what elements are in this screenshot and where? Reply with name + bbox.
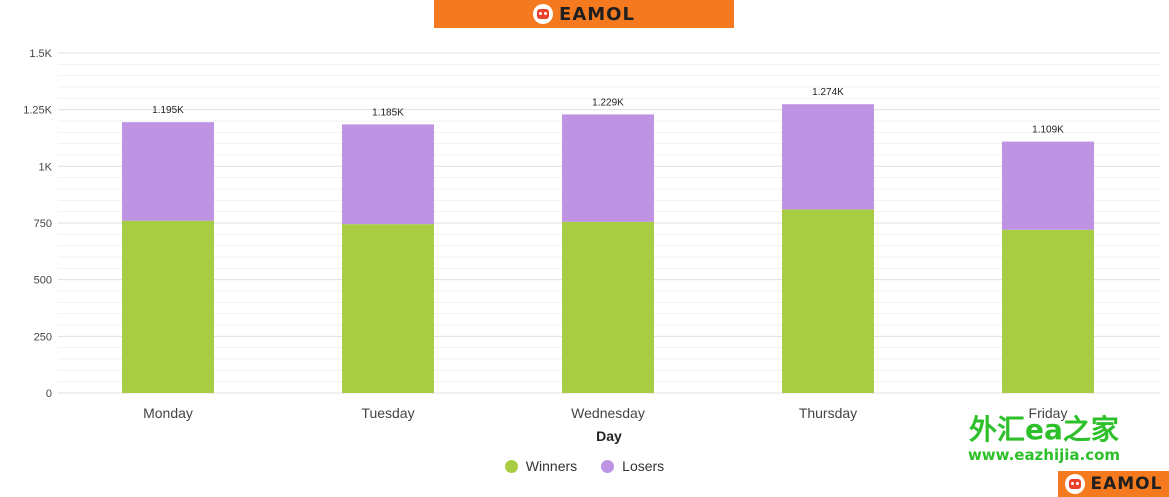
bar-winners-tuesday (342, 224, 434, 393)
legend-label-winners: Winners (525, 458, 578, 474)
bar-losers-thursday (782, 104, 874, 210)
brand-logo-bottom: EAMOL (1058, 471, 1169, 497)
total-data-label: 1.229K (592, 97, 624, 108)
total-data-label: 1.274K (812, 87, 844, 98)
y-tick-label: 1.5K (29, 48, 52, 60)
watermark-url: www.eazhijia.com (967, 446, 1121, 464)
x-tick-label: Tuesday (361, 405, 414, 421)
robot-logo-icon (533, 4, 554, 24)
x-tick-label: Friday (1029, 405, 1068, 421)
brand-logo-text: EAMOL (559, 3, 635, 25)
x-tick-label: Monday (143, 405, 193, 421)
legend-item-losers[interactable]: Losers (601, 458, 664, 474)
legend-label-losers: Losers (622, 458, 665, 474)
brand-banner: EAMOL (434, 0, 734, 28)
x-tick-label: Thursday (799, 405, 857, 421)
total-data-label: 1.195K (152, 105, 184, 116)
bar-losers-wednesday (562, 114, 654, 222)
legend-item-winners[interactable]: Winners (504, 458, 578, 474)
x-axis-title: Day (596, 428, 622, 444)
robot-logo-icon (1064, 474, 1085, 494)
x-tick-label: Wednesday (571, 405, 645, 421)
site-watermark: 外汇ea之家 www.eazhijia.com (964, 413, 1124, 465)
bar-winners-monday (122, 220, 214, 393)
total-data-label: 1.185K (372, 107, 404, 118)
watermark-title: 外汇ea之家 (969, 413, 1119, 446)
y-tick-label: 1K (39, 161, 53, 173)
legend-swatch-losers (601, 459, 615, 473)
bar-winners-friday (1002, 229, 1094, 393)
brand-logo-text-bottom: EAMOL (1090, 474, 1163, 494)
bar-losers-tuesday (342, 124, 434, 225)
y-tick-label: 0 (46, 388, 52, 400)
y-tick-label: 250 (34, 331, 52, 343)
bar-losers-monday (122, 122, 214, 221)
legend-swatch-winners (504, 459, 518, 473)
bar-winners-wednesday (562, 221, 654, 393)
y-tick-label: 750 (34, 218, 52, 230)
y-tick-label: 500 (34, 275, 52, 287)
y-tick-label: 1.25K (23, 105, 52, 117)
chart-legend: Winners Losers (0, 458, 1169, 474)
total-data-label: 1.109K (1032, 125, 1064, 136)
bar-winners-thursday (782, 209, 874, 393)
bar-losers-friday (1002, 141, 1094, 230)
